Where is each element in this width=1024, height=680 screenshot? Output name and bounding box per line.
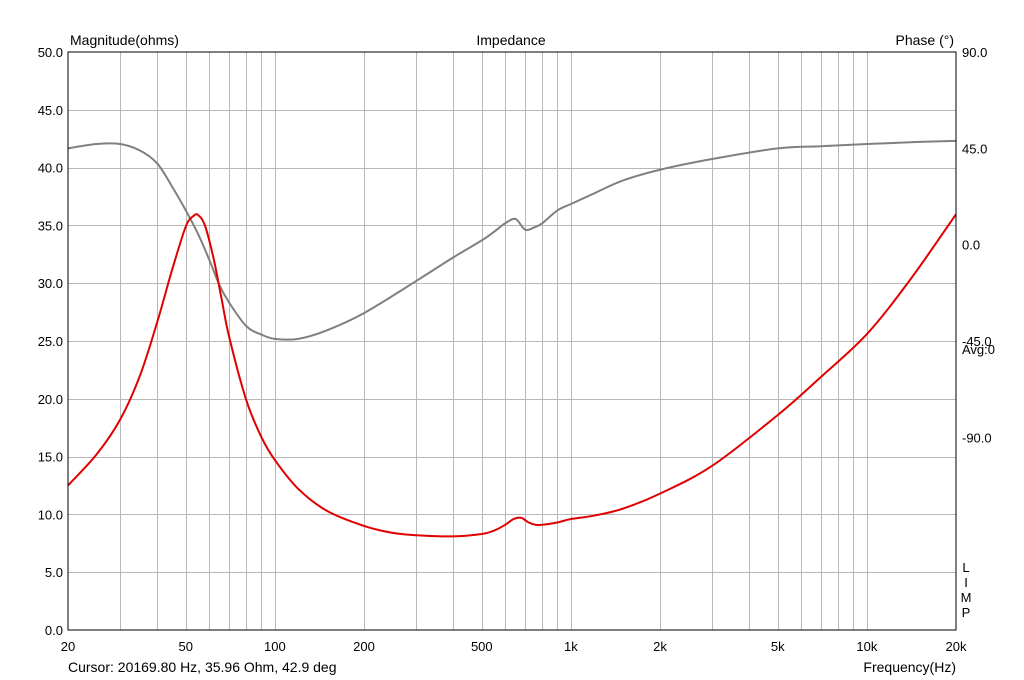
y-left-tick-label: 45.0 [38, 103, 63, 118]
phase-curve [67, 139, 957, 341]
y-right-tick-label: -45.0 [962, 334, 992, 349]
x-tick-label: 5k [771, 639, 785, 654]
labels: Impedance Magnitude(ohms) Phase (°) Freq… [38, 32, 995, 675]
grid-lines [68, 52, 956, 630]
y-left-axis-label: Magnitude(ohms) [70, 32, 179, 48]
y-left-tick-label: 10.0 [38, 507, 63, 522]
y-right-tick-label: -90.0 [962, 430, 992, 445]
x-tick-label: 50 [179, 639, 193, 654]
chart-title: Impedance [476, 32, 545, 48]
x-axis-label: Frequency(Hz) [863, 659, 956, 675]
x-tick-label: 1k [564, 639, 578, 654]
x-tick-label: 20 [61, 639, 75, 654]
side-label-letter: I [964, 575, 968, 590]
y-left-tick-label: 5.0 [45, 565, 63, 580]
y-left-tick-label: 0.0 [45, 623, 63, 638]
y-left-tick-label: 20.0 [38, 392, 63, 407]
y-right-axis-label: Phase (°) [895, 32, 954, 48]
y-left-tick-label: 40.0 [38, 161, 63, 176]
side-label-letter: M [961, 590, 972, 605]
cursor-readout: Cursor: 20169.80 Hz, 35.96 Ohm, 42.9 deg [68, 659, 337, 675]
y-left-tick-label: 50.0 [38, 45, 63, 60]
y-left-tick-label: 15.0 [38, 450, 63, 465]
x-tick-label: 10k [856, 639, 877, 654]
y-left-tick-label: 30.0 [38, 276, 63, 291]
side-label-letter: L [962, 560, 969, 575]
avg-label: Avg:0 [962, 342, 995, 357]
x-tick-label: 500 [471, 639, 493, 654]
x-tick-label: 200 [353, 639, 375, 654]
side-label-letter: P [962, 605, 971, 620]
x-tick-label: 100 [264, 639, 286, 654]
y-right-tick-label: 45.0 [962, 141, 987, 156]
y-right-tick-label: 0.0 [962, 238, 980, 253]
y-left-tick-label: 35.0 [38, 218, 63, 233]
y-right-tick-label: 90.0 [962, 45, 987, 60]
x-tick-label: 2k [653, 639, 667, 654]
x-tick-label: 20k [946, 639, 967, 654]
magnitude-curve [67, 213, 957, 538]
curves [67, 139, 957, 538]
y-left-tick-label: 25.0 [38, 334, 63, 349]
plot-frame [67, 51, 957, 631]
